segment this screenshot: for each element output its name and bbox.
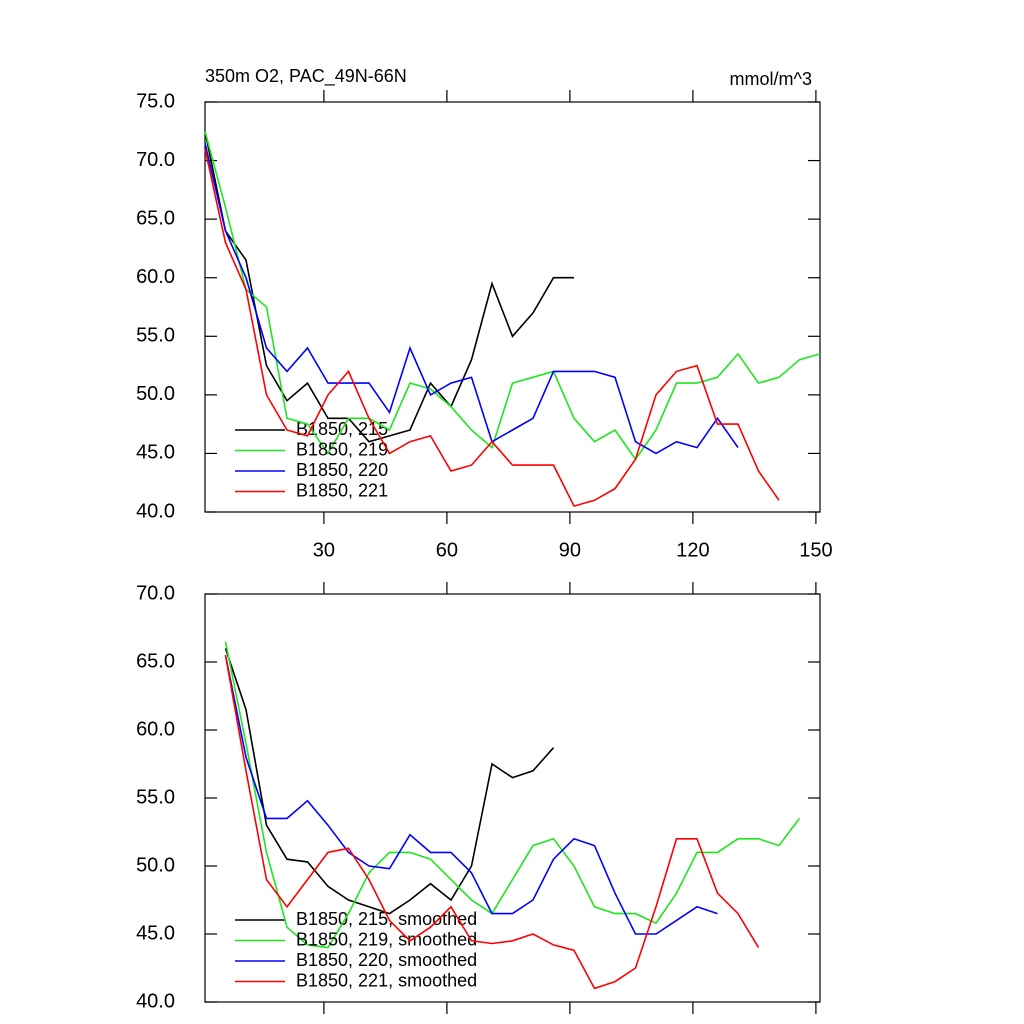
y-tick-label: 55.0 <box>136 786 175 808</box>
y-tick-label: 50.0 <box>136 383 175 405</box>
data-line <box>224 641 801 949</box>
data-line <box>224 648 555 915</box>
y-tick-label: 60.0 <box>136 718 175 740</box>
data-line <box>204 131 574 443</box>
legend-label: B1850, 215, smoothed <box>296 909 477 929</box>
y-tick-label: 45.0 <box>136 922 175 944</box>
legend-label: B1850, 220, smoothed <box>296 950 477 970</box>
data-line <box>204 148 780 508</box>
y-tick-label: 65.0 <box>136 207 175 229</box>
legend-label: B1850, 219, smoothed <box>296 929 477 949</box>
y-tick-label: 40.0 <box>136 990 175 1012</box>
y-tick-label: 75.0 <box>136 90 175 112</box>
legend-label: B1850, 221, smoothed <box>296 970 477 990</box>
chart-title: 350m O2, PAC_49N-66N <box>205 66 407 87</box>
y-tick-label: 45.0 <box>136 442 175 464</box>
y-tick-label: 60.0 <box>136 266 175 288</box>
y-units: mmol/m^3 <box>730 69 812 89</box>
y-tick-label: 65.0 <box>136 650 175 672</box>
x-tick-label: 150 <box>799 539 832 561</box>
y-tick-label: 50.0 <box>136 854 175 876</box>
data-line <box>224 655 760 990</box>
data-line <box>224 655 718 935</box>
data-line <box>204 131 821 461</box>
legend-label: B1850, 221 <box>296 480 388 500</box>
y-tick-label: 70.0 <box>136 582 175 604</box>
x-tick-label: 120 <box>676 539 709 561</box>
plot-frame <box>204 101 821 513</box>
data-line <box>204 142 739 455</box>
x-tick-label: 30 <box>313 539 335 561</box>
x-tick-label: 60 <box>436 539 458 561</box>
x-tick-label: 90 <box>559 539 581 561</box>
y-tick-label: 55.0 <box>136 325 175 347</box>
legend-label: B1850, 220 <box>296 460 388 480</box>
legend-label: B1850, 219 <box>296 439 388 459</box>
y-tick-label: 70.0 <box>136 149 175 171</box>
y-tick-label: 40.0 <box>136 500 175 522</box>
